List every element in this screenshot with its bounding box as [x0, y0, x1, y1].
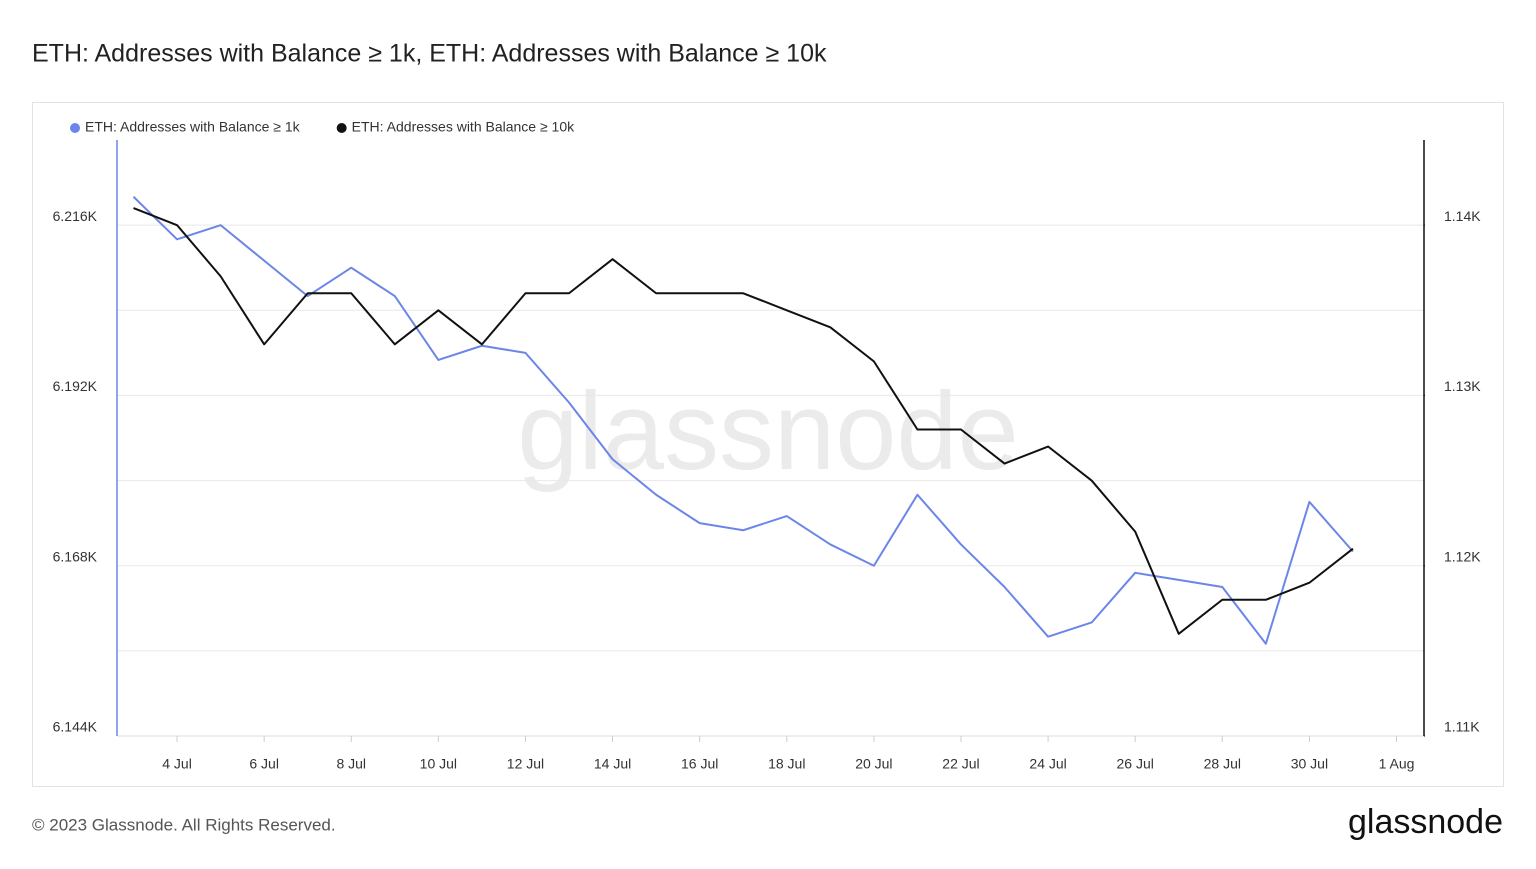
x-tick-label: 28 Jul — [1204, 756, 1241, 772]
x-tick-label: 12 Jul — [507, 756, 544, 772]
y2-tick-label: 1.11K — [1444, 719, 1480, 735]
y2-tick-label: 1.12K — [1444, 548, 1481, 564]
legend-label: ETH: Addresses with Balance ≥ 10k — [352, 119, 575, 135]
x-tick-label: 16 Jul — [681, 756, 718, 772]
chart-frame — [32, 102, 1504, 787]
chart-title: ETH: Addresses with Balance ≥ 1k, ETH: A… — [32, 40, 827, 68]
x-tick-label: 22 Jul — [942, 756, 979, 772]
copyright: © 2023 Glassnode. All Rights Reserved. — [32, 815, 336, 834]
x-tick-label: 30 Jul — [1291, 756, 1328, 772]
y-tick-label: 6.216K — [53, 208, 98, 224]
legend-marker — [70, 123, 80, 133]
line-series — [132, 196, 1354, 645]
x-tick-label: 18 Jul — [768, 756, 805, 772]
x-tick-label: 4 Jul — [162, 756, 192, 772]
watermark: glassnode — [517, 370, 1019, 493]
x-tick-label: 14 Jul — [594, 756, 631, 772]
x-tick-label: 1 Aug — [1379, 756, 1415, 772]
y-tick-label: 6.144K — [53, 719, 98, 735]
x-tick-label: 20 Jul — [855, 756, 892, 772]
y-tick-label: 6.192K — [53, 378, 98, 394]
y2-tick-label: 1.14K — [1444, 208, 1481, 224]
x-tick-label: 6 Jul — [249, 756, 279, 772]
legend-marker — [336, 123, 347, 133]
legend-label: ETH: Addresses with Balance ≥ 1k — [85, 119, 301, 135]
line-series — [133, 207, 1354, 635]
x-tick-label: 26 Jul — [1117, 756, 1154, 772]
logo: glassnode — [1348, 803, 1503, 841]
y-tick-label: 6.168K — [53, 548, 98, 564]
x-tick-label: 10 Jul — [420, 756, 457, 772]
x-tick-label: 8 Jul — [336, 756, 366, 772]
x-tick-label: 24 Jul — [1029, 756, 1066, 772]
y2-tick-label: 1.13K — [1444, 378, 1481, 394]
